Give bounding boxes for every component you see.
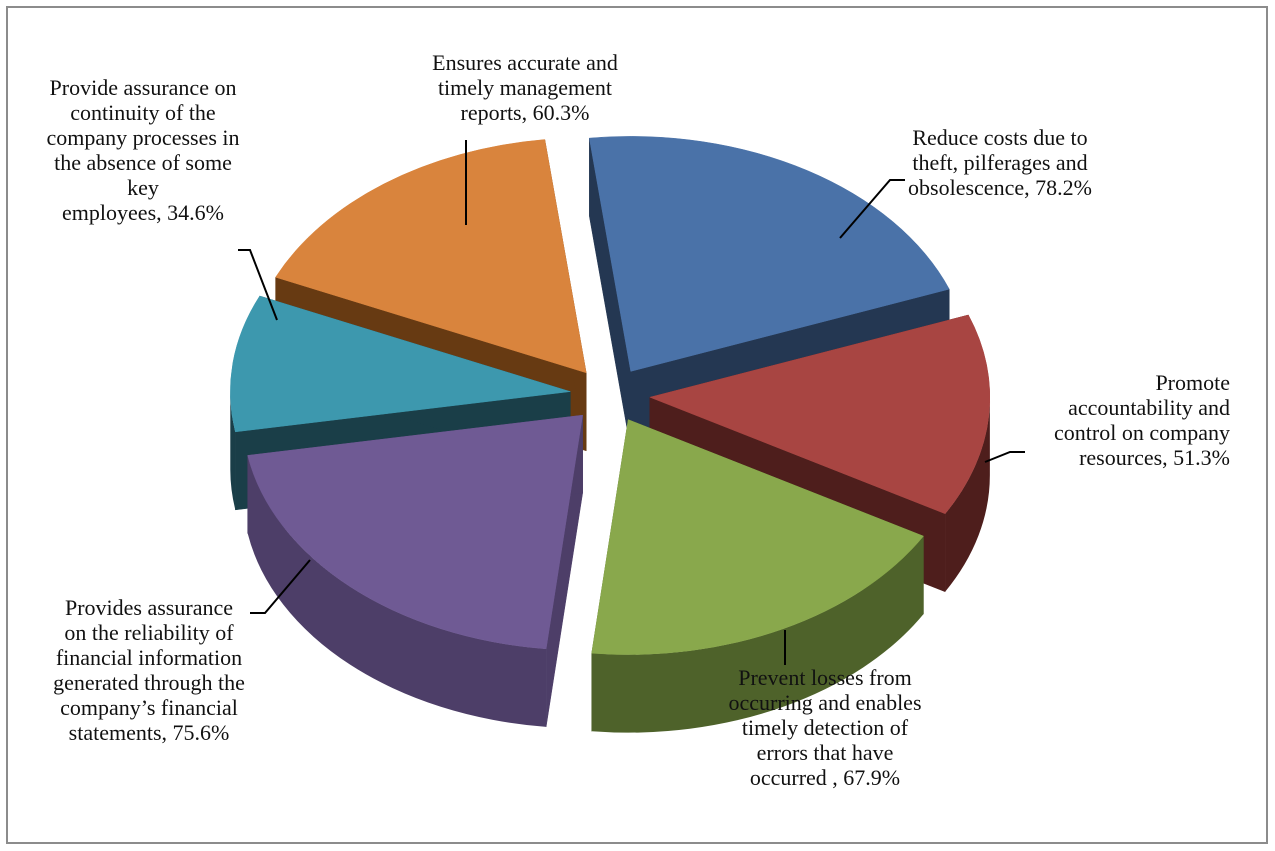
pie-slice-outer-wall-provides-assurance-reliability <box>247 455 547 727</box>
pie-slice-top-prevent-losses <box>591 419 924 655</box>
pie-slice-provides-assurance-reliability <box>247 414 583 727</box>
pie-slice-top-promote-accountability <box>649 314 991 515</box>
data-label-provides-assurance-reliability: Provides assurance on the reliability of… <box>53 595 245 745</box>
pie-slice-prevent-losses <box>591 419 924 733</box>
pie-slice-top-provides-assurance-reliability <box>247 414 583 650</box>
pie-slice-top-management-reports <box>275 139 587 374</box>
data-label-management-reports: Ensures accurate and timely management r… <box>432 50 618 125</box>
leader-line-reduce-costs <box>839 179 905 239</box>
pie-slice-top-reduce-costs <box>589 136 950 372</box>
leader-line-continuity <box>238 249 278 321</box>
leader-line-provides-assurance-reliability <box>250 559 311 614</box>
leader-line-promote-accountability <box>984 451 1025 463</box>
data-label-promote-accountability: Promote accountability and control on co… <box>1054 370 1230 470</box>
pie-slice-top-continuity <box>230 295 571 433</box>
pie-slice-outer-wall-promote-accountability <box>945 397 990 592</box>
pie-slice-outer-wall-prevent-losses <box>591 536 924 733</box>
data-label-reduce-costs: Reduce costs due to theft, pilferages an… <box>908 125 1092 200</box>
data-label-continuity: Provide assurance on continuity of the c… <box>46 75 240 225</box>
data-label-prevent-losses: Prevent losses from occurring and enable… <box>728 665 922 790</box>
pie-slice-outer-wall-continuity <box>230 391 236 510</box>
